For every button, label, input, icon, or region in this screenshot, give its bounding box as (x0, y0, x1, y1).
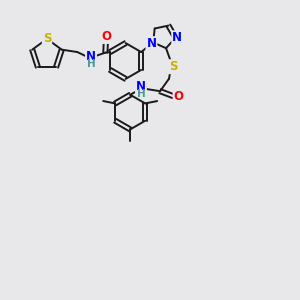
Text: S: S (169, 60, 177, 73)
Text: N: N (136, 80, 146, 93)
Text: S: S (43, 32, 51, 45)
Text: N: N (146, 37, 156, 50)
Text: H: H (136, 89, 145, 99)
Text: N: N (172, 31, 182, 44)
Text: O: O (101, 30, 111, 43)
Text: O: O (174, 90, 184, 103)
Text: H: H (87, 59, 95, 69)
Text: N: N (86, 50, 96, 63)
